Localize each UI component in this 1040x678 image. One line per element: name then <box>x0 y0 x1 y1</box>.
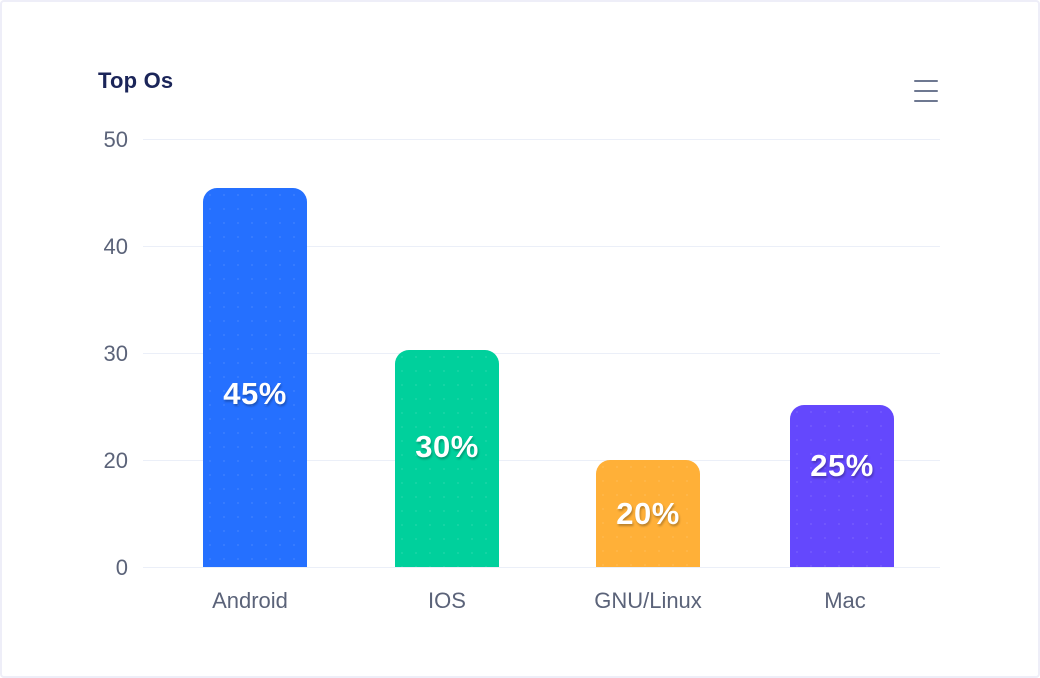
bar-data-label: 30% <box>415 429 479 464</box>
bar-data-label: 45% <box>223 376 287 411</box>
hamburger-menu-icon[interactable] <box>908 76 938 106</box>
x-tick-label: GNU/Linux <box>594 588 702 613</box>
x-tick-label: IOS <box>428 588 466 613</box>
y-tick-label: 20 <box>103 448 128 473</box>
gridline-0 <box>143 567 940 568</box>
gridline-30 <box>143 353 940 354</box>
gridline-20 <box>143 460 940 461</box>
y-tick-label: 30 <box>103 341 128 366</box>
menu-line <box>914 90 938 92</box>
x-tick-label: Android <box>212 588 288 613</box>
bar-data-label: 20% <box>616 496 680 531</box>
bar-gnu-linux[interactable]: 20% <box>596 460 700 567</box>
menu-line <box>914 80 938 82</box>
bar-android[interactable]: 45% <box>203 188 307 567</box>
y-tick-label: 50 <box>103 127 128 152</box>
bar-ios[interactable]: 30% <box>395 350 499 567</box>
y-tick-label: 0 <box>115 555 128 580</box>
gridline-50 <box>143 139 940 140</box>
bar-mac[interactable]: 25% <box>790 405 894 567</box>
menu-line <box>914 100 938 102</box>
chart-title: Top Os <box>98 68 174 93</box>
x-tick-label: Mac <box>824 588 866 613</box>
bar-data-label: 25% <box>810 448 874 483</box>
y-tick-label: 40 <box>103 234 128 259</box>
gridline-40 <box>143 246 940 247</box>
